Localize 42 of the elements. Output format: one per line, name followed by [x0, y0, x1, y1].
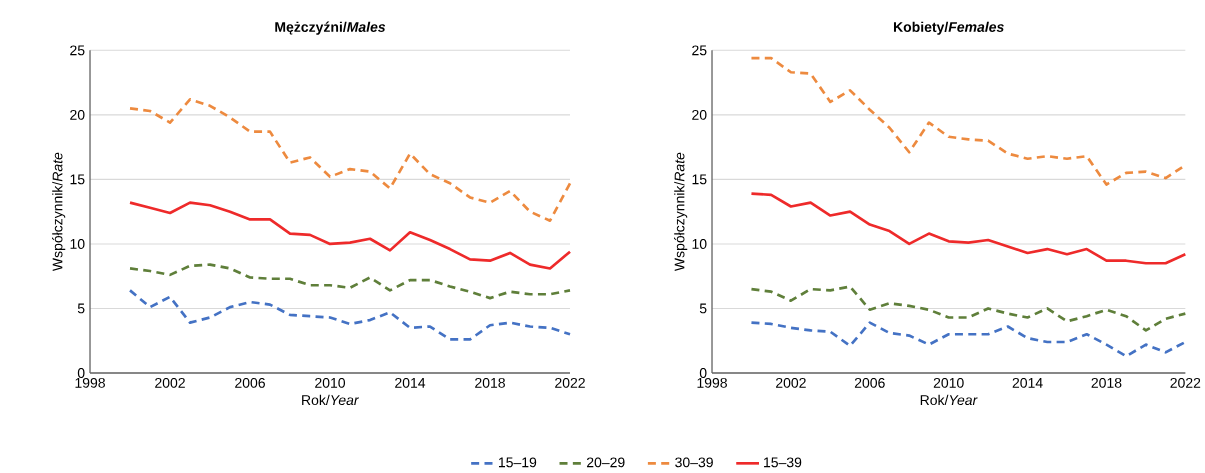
y-tick-label: 5 [77, 303, 85, 314]
y-tick-label: 5 [699, 303, 707, 314]
x-tick-label: 2002 [776, 377, 806, 388]
y-tick-label: 10 [70, 238, 85, 249]
legend-label: 20–29 [586, 457, 625, 468]
legend-label: 15–39 [764, 457, 802, 468]
line-series [128, 201, 572, 270]
line-series [128, 98, 572, 223]
y-tick-label: 0 [699, 368, 707, 378]
x-tick-label: 2018 [1091, 377, 1122, 388]
x-tick-label: 1998 [697, 377, 727, 388]
y-tick-label: 25 [692, 45, 707, 56]
x-tick-label: 2022 [555, 377, 585, 388]
y-tick-label: 15 [70, 174, 85, 185]
x-tick-label: 2022 [1170, 377, 1201, 388]
x-tick-label: 2010 [933, 377, 964, 388]
y-axis-title: Współczynnik/Rate [674, 152, 688, 272]
line-series [128, 263, 572, 300]
line-series [750, 192, 1187, 265]
legend-label: 30–39 [675, 457, 713, 468]
x-tick-label: 2006 [235, 377, 265, 388]
chart-title: Mężczyźni/Males [275, 21, 386, 35]
x-tick-label: 2018 [475, 377, 505, 388]
x-tick-label: 2006 [854, 377, 885, 388]
x-tick-label: 2014 [395, 377, 426, 388]
x-axis-title: Rok/Year [302, 394, 360, 406]
legend-label: 15–19 [498, 457, 537, 468]
x-tick-label: 2002 [155, 377, 185, 388]
y-tick-label: 25 [70, 45, 85, 56]
y-tick-label: 20 [692, 109, 707, 120]
x-axis-title: Rok/Year [920, 394, 978, 406]
chart-title: Kobiety/Females [893, 21, 1004, 35]
y-axis-title: Współczynnik/Rate [52, 152, 66, 272]
y-tick-label: 0 [77, 368, 85, 378]
y-tick-label: 15 [692, 174, 707, 185]
x-tick-label: 2010 [315, 377, 346, 388]
y-tick-label: 10 [692, 238, 707, 249]
y-tick-label: 20 [70, 109, 85, 120]
line-series [128, 289, 572, 341]
x-tick-label: 2014 [1012, 377, 1043, 388]
line-series [750, 285, 1187, 332]
x-tick-label: 1998 [75, 377, 105, 388]
